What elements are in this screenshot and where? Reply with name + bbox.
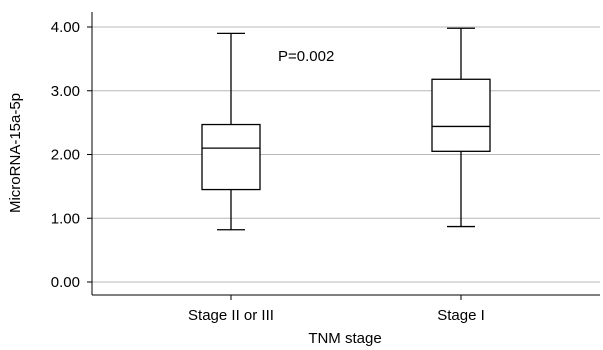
iqr-box	[201, 123, 261, 191]
iqr-box	[431, 78, 491, 152]
x-tick-label: Stage I	[437, 307, 485, 324]
x-ticks: Stage II or III Stage I	[188, 295, 485, 324]
x-tick-label: Stage II or III	[188, 307, 274, 324]
x-axis-label: TNM stage	[308, 330, 381, 347]
y-tick-label: 4.00	[51, 19, 80, 36]
y-ticks: 0.00 1.00 2.00 3.00 4.00	[51, 19, 92, 291]
y-tick-label: 3.00	[51, 83, 80, 100]
y-tick-label: 0.00	[51, 274, 80, 291]
y-axis-label: MicroRNA-15a-5p	[7, 93, 24, 213]
axes	[91, 12, 600, 296]
boxes	[201, 27, 491, 231]
box-2	[431, 27, 491, 228]
grid-lines	[92, 26, 600, 283]
y-tick-label: 2.00	[51, 147, 80, 164]
y-tick-label: 1.00	[51, 210, 80, 227]
box-1	[201, 32, 261, 231]
p-value-annotation: P=0.002	[278, 48, 334, 65]
